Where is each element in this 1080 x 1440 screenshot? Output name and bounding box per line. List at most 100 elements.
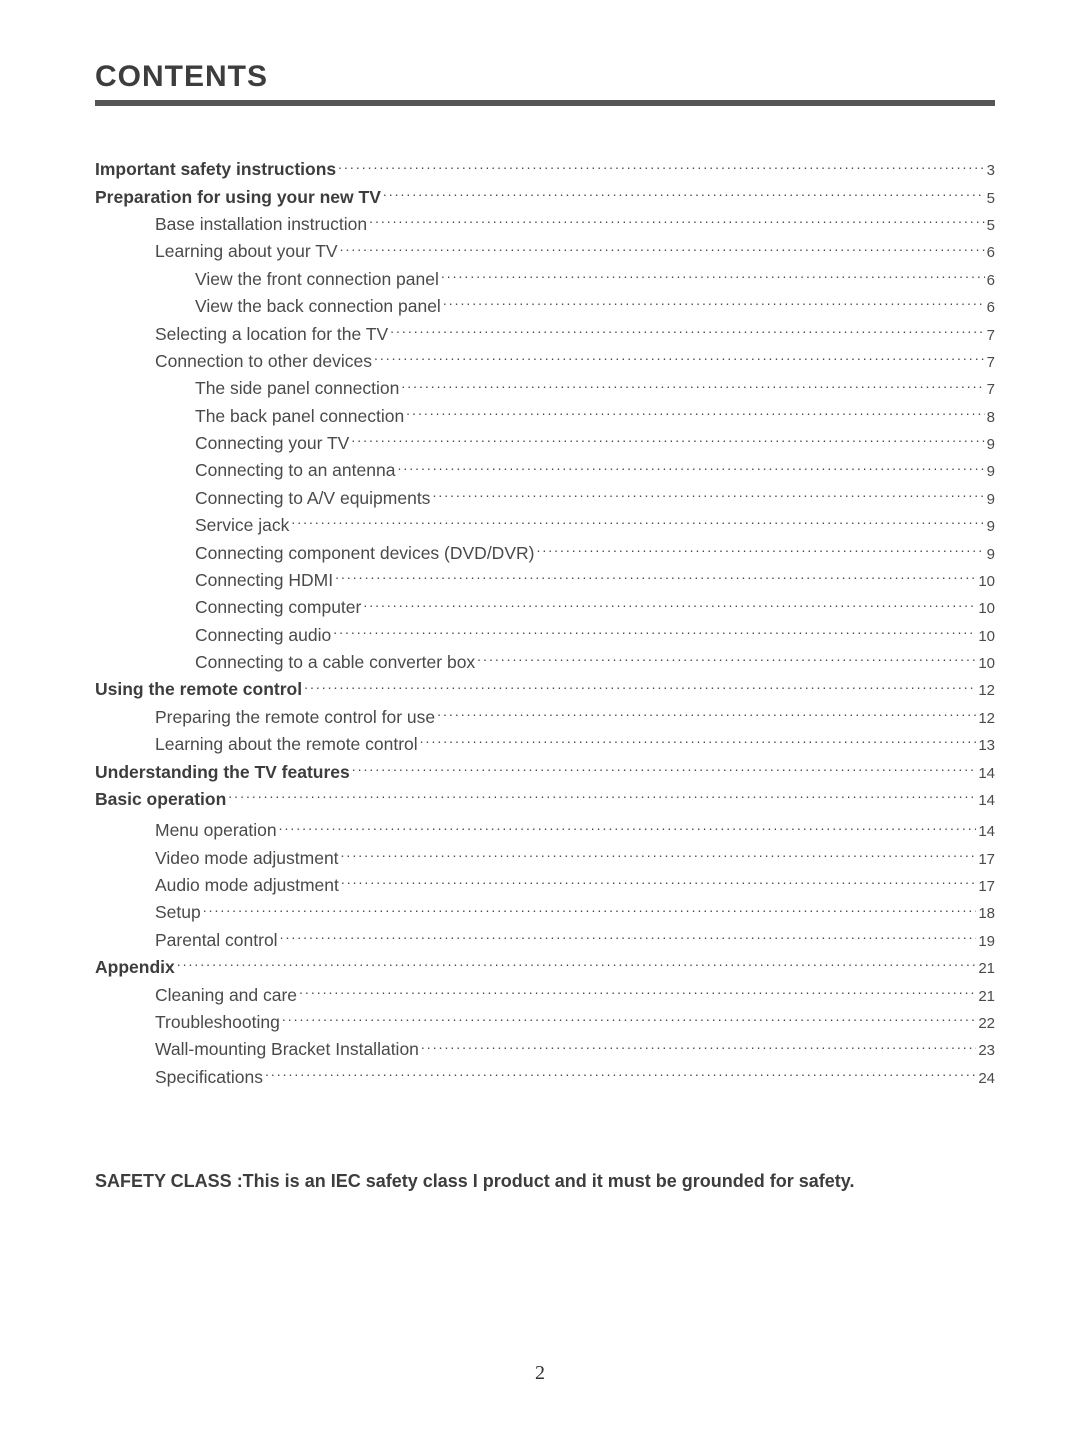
toc-label: View the back connection panel (195, 293, 441, 320)
toc-leaders (279, 817, 977, 836)
toc-label: Cleaning and care (155, 982, 297, 1009)
toc-label: Parental control (155, 927, 278, 954)
toc-leaders (401, 375, 984, 394)
safety-class-note: SAFETY CLASS :This is an IEC safety clas… (95, 1171, 995, 1192)
toc-line: Connecting component devices (DVD/DVR) 9 (95, 539, 995, 566)
toc-line: Using the remote control 12 (95, 676, 995, 703)
toc-line: Service jack9 (95, 512, 995, 539)
toc-label: Connecting HDMI (195, 567, 333, 594)
toc-leaders (437, 704, 976, 723)
toc-line: Cleaning and care 21 (95, 981, 995, 1008)
toc-line: Troubleshooting 22 (95, 1009, 995, 1036)
toc-page: 17 (978, 875, 995, 898)
toc-leaders (441, 266, 985, 285)
toc-label: Learning about the remote control (155, 731, 418, 758)
toc-leaders (536, 539, 984, 558)
title-rule (95, 100, 995, 106)
toc-line: Connecting HDMI 10 (95, 567, 995, 594)
toc-page: 14 (978, 762, 995, 785)
toc-label: Understanding the TV features (95, 759, 350, 786)
toc-leaders (397, 457, 984, 476)
toc-leaders (363, 594, 976, 613)
toc-page: 9 (987, 488, 995, 511)
toc-leaders (477, 649, 976, 668)
toc-page: 9 (987, 460, 995, 483)
toc-page: 9 (987, 433, 995, 456)
toc-page: 9 (987, 515, 995, 538)
toc-line: Connecting your TV 9 (95, 430, 995, 457)
toc-page: 12 (978, 679, 995, 702)
toc-label: Using the remote control (95, 676, 302, 703)
toc-line: Audio mode adjustment17 (95, 872, 995, 899)
toc-leaders (265, 1063, 976, 1082)
toc-page: 18 (978, 902, 995, 925)
toc-label: Menu operation (155, 817, 277, 844)
toc-page: 10 (978, 652, 995, 675)
toc-page: 6 (987, 241, 995, 264)
toc-line: The back panel connection8 (95, 402, 995, 429)
toc-line: Connecting computer10 (95, 594, 995, 621)
toc-page: 22 (978, 1012, 995, 1035)
toc-page: 14 (978, 820, 995, 843)
toc-page: 19 (978, 930, 995, 953)
toc-label: Setup (155, 899, 201, 926)
toc-line: Important safety instructions3 (95, 156, 995, 183)
toc-leaders (304, 676, 976, 695)
toc-label: Video mode adjustment (155, 845, 339, 872)
toc-label: Preparing the remote control for use (155, 704, 435, 731)
toc-page: 13 (978, 734, 995, 757)
toc-label: Connecting component devices (DVD/DVR) (195, 540, 534, 567)
toc-line: Connecting to an antenna 9 (95, 457, 995, 484)
toc-page: 6 (987, 296, 995, 319)
toc-leaders (432, 485, 984, 504)
toc-label: Preparation for using your new TV (95, 184, 381, 211)
toc-label: Connecting your TV (195, 430, 349, 457)
toc-line: Wall-mounting Bracket Installation 23 (95, 1036, 995, 1063)
toc-line: Connection to other devices7 (95, 348, 995, 375)
toc-page: 9 (987, 543, 995, 566)
toc-leaders (177, 954, 977, 973)
toc-line: Menu operation 14 (95, 817, 995, 844)
toc-label: Wall-mounting Bracket Installation (155, 1036, 419, 1063)
toc-label: Basic operation (95, 786, 226, 813)
toc-page: 21 (978, 985, 995, 1008)
toc-page: 10 (978, 570, 995, 593)
toc-page: 10 (978, 625, 995, 648)
toc-page: 24 (978, 1067, 995, 1090)
toc-page: 3 (987, 159, 995, 182)
toc-page: 6 (987, 269, 995, 292)
toc-leaders (341, 844, 977, 863)
toc-label: Connection to other devices (155, 348, 372, 375)
toc-line: Learning about the remote control 13 (95, 731, 995, 758)
toc-line: The side panel connection 7 (95, 375, 995, 402)
toc-leaders (374, 348, 985, 367)
toc-page: 7 (987, 378, 995, 401)
toc-label: Learning about your TV (155, 238, 338, 265)
toc-line: Understanding the TV features 14 (95, 758, 995, 785)
toc-line: Parental control 19 (95, 927, 995, 954)
toc-line: Appendix21 (95, 954, 995, 981)
toc-line: Connecting to a cable converter box 10 (95, 649, 995, 676)
toc-label: Troubleshooting (155, 1009, 280, 1036)
toc-label: Connecting audio (195, 622, 331, 649)
toc-line: Base installation instruction5 (95, 211, 995, 238)
toc-line: Connecting to A/V equipments9 (95, 485, 995, 512)
toc-leaders (335, 567, 976, 586)
toc-line: View the back connection panel 6 (95, 293, 995, 320)
toc-label: The side panel connection (195, 375, 399, 402)
toc-leaders (291, 512, 984, 531)
toc-label: Connecting to an antenna (195, 457, 395, 484)
toc-leaders (351, 430, 984, 449)
toc-page: 14 (978, 789, 995, 812)
toc-label: Base installation instruction (155, 211, 367, 238)
toc-label: Connecting to a cable converter box (195, 649, 475, 676)
toc-page: 10 (978, 597, 995, 620)
toc-leaders (352, 758, 977, 777)
toc-leaders (443, 293, 985, 312)
toc-line: Selecting a location for the TV7 (95, 320, 995, 347)
toc-label: Specifications (155, 1064, 263, 1091)
toc-line: Preparing the remote control for use12 (95, 704, 995, 731)
toc-leaders (340, 238, 985, 257)
toc-label: Selecting a location for the TV (155, 321, 388, 348)
toc-line: Video mode adjustment17 (95, 844, 995, 871)
